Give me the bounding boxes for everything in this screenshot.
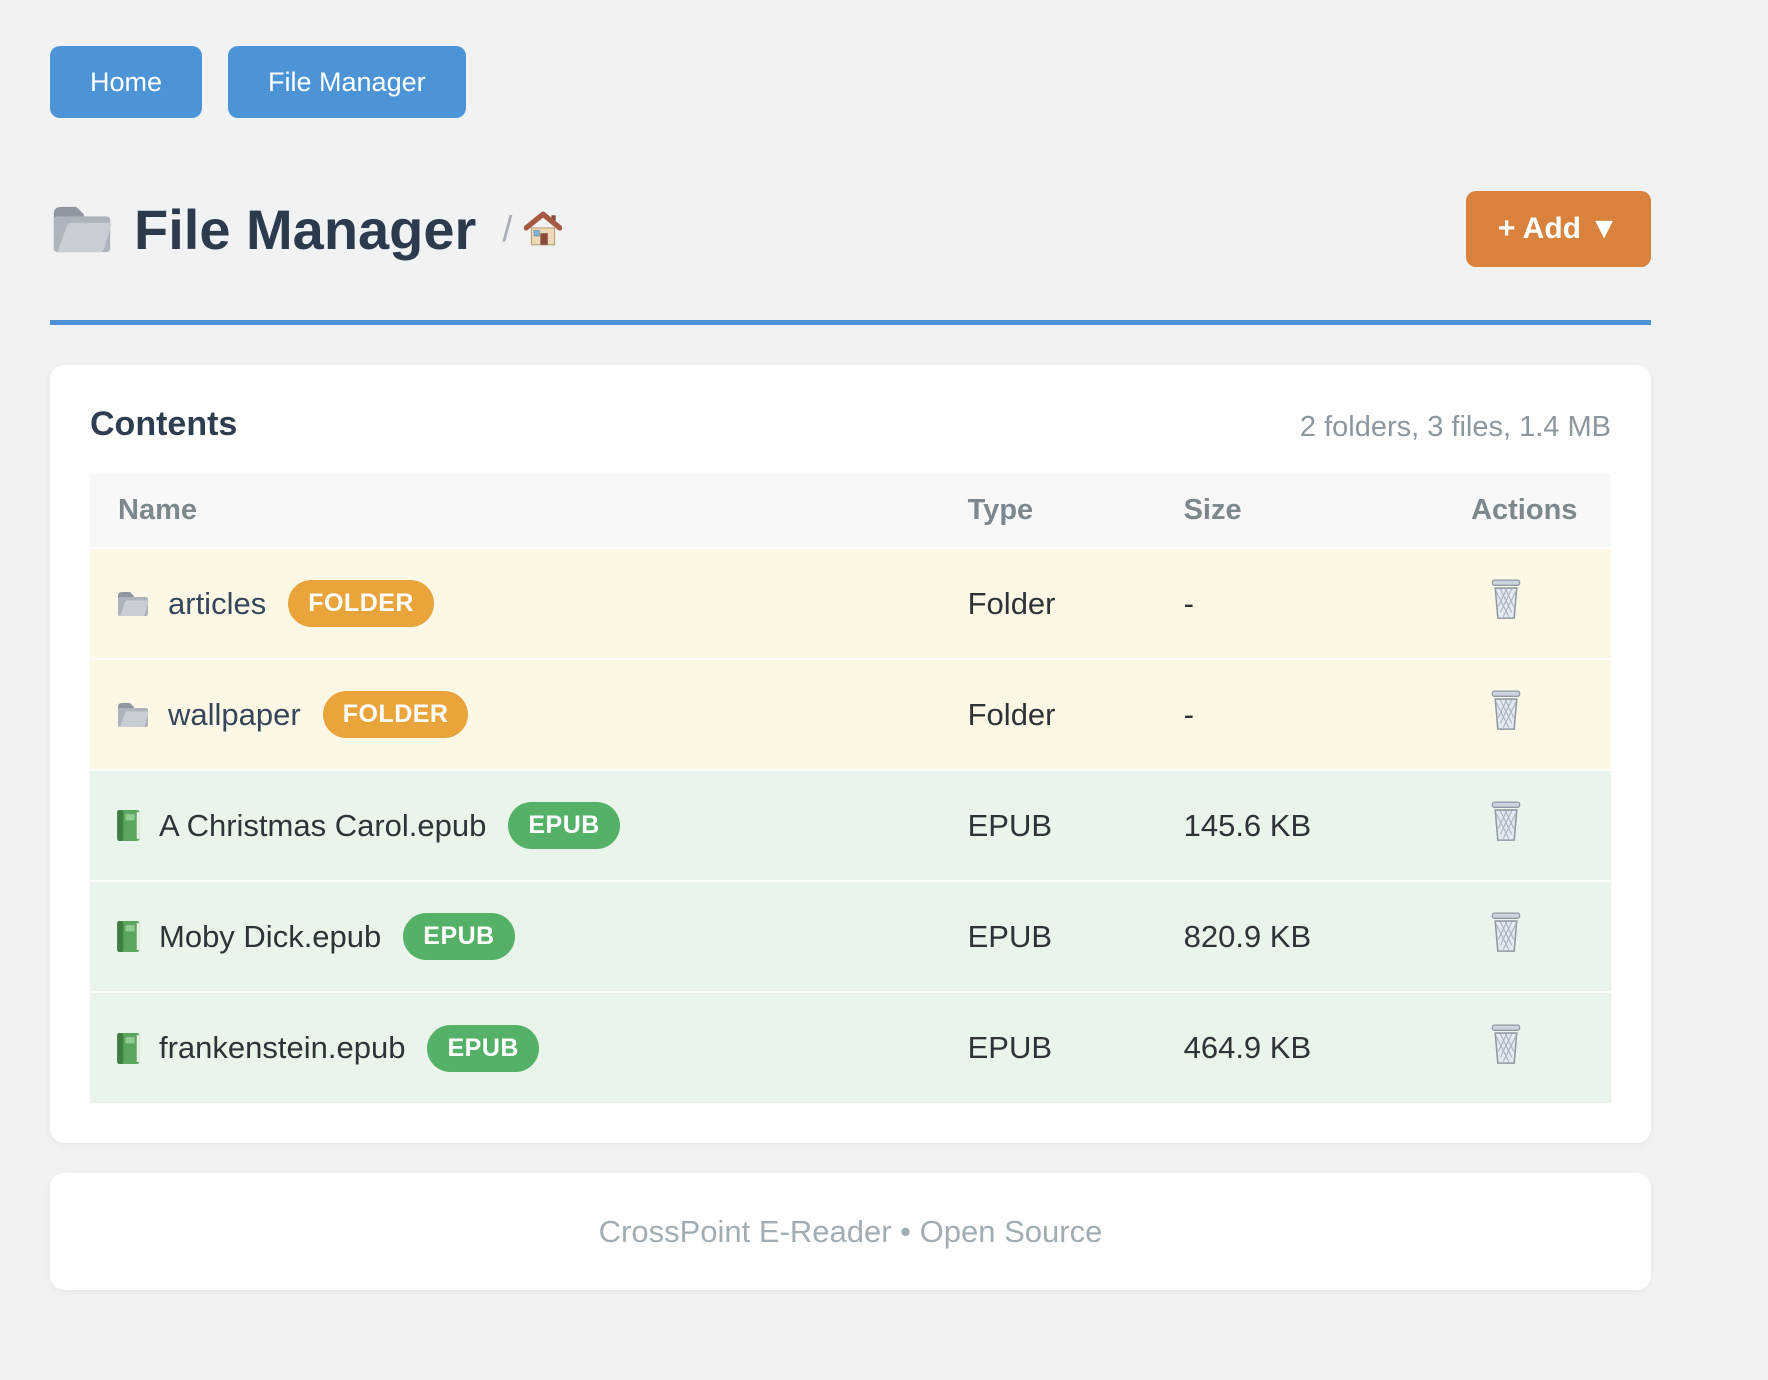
contents-summary: 2 folders, 3 files, 1.4 MB	[1299, 411, 1611, 443]
file-name-link[interactable]: frankenstein.epub	[159, 1030, 406, 1065]
column-header-actions: Actions	[1471, 474, 1611, 548]
page-container: Home File Manager File Manager / + Add ▼…	[50, 0, 1651, 1290]
delete-button[interactable]	[1487, 1023, 1525, 1066]
folder-icon	[116, 590, 150, 618]
column-header-name: Name	[90, 474, 968, 548]
actions-cell	[1471, 548, 1611, 659]
size-cell: -	[1183, 585, 1194, 621]
book-icon	[116, 920, 141, 953]
nav-file-manager-button[interactable]: File Manager	[228, 46, 466, 118]
folder-name-link[interactable]: articles	[168, 585, 267, 621]
contents-title: Contents	[90, 405, 238, 443]
files-table: Name Type Size Actions articles FOLDER Fol…	[90, 474, 1611, 1103]
type-cell: EPUB	[967, 807, 1053, 843]
book-icon	[116, 1032, 141, 1065]
type-badge: EPUB	[403, 913, 515, 960]
size-cell: 464.9 KB	[1183, 1030, 1312, 1065]
actions-cell	[1471, 770, 1611, 881]
type-badge: FOLDER	[288, 580, 434, 627]
delete-button[interactable]	[1487, 689, 1525, 732]
trash-icon	[1487, 911, 1525, 954]
trash-icon	[1487, 578, 1525, 621]
folder-icon	[50, 203, 114, 256]
trash-icon	[1487, 1023, 1525, 1066]
size-cell: 145.6 KB	[1183, 807, 1312, 843]
page-title-text: File Manager	[134, 197, 477, 261]
delete-button[interactable]	[1487, 800, 1525, 843]
footer-text: CrossPoint E-Reader • Open Source	[598, 1213, 1103, 1249]
folder-icon	[116, 701, 150, 729]
page-header: File Manager / + Add ▼	[50, 188, 1651, 270]
table-row: articles FOLDER Folder -	[90, 548, 1611, 659]
contents-card-header: Contents 2 folders, 3 files, 1.4 MB	[90, 405, 1611, 444]
delete-button[interactable]	[1487, 911, 1525, 954]
trash-icon	[1487, 800, 1525, 843]
size-cell: -	[1183, 696, 1194, 732]
contents-card: Contents 2 folders, 3 files, 1.4 MB Name…	[50, 365, 1651, 1143]
type-badge: EPUB	[508, 802, 620, 849]
table-row: wallpaper FOLDER Folder -	[90, 659, 1611, 770]
home-icon[interactable]	[524, 211, 563, 247]
type-cell: EPUB	[967, 918, 1053, 954]
size-cell: 820.9 KB	[1183, 918, 1312, 954]
type-cell: EPUB	[967, 1030, 1053, 1065]
nav-home-button[interactable]: Home	[50, 46, 203, 118]
delete-button[interactable]	[1487, 578, 1525, 621]
breadcrumb: /	[502, 208, 563, 250]
file-name-link[interactable]: Moby Dick.epub	[159, 918, 382, 954]
type-cell: Folder	[967, 696, 1056, 732]
table-row: Moby Dick.epub EPUB EPUB 820.9 KB	[90, 881, 1611, 992]
column-header-size: Size	[1183, 474, 1472, 548]
actions-cell	[1471, 992, 1611, 1103]
type-cell: Folder	[967, 585, 1056, 621]
book-icon	[116, 809, 141, 842]
column-header-type: Type	[967, 474, 1184, 548]
header-divider	[50, 320, 1651, 325]
page-title: File Manager	[50, 197, 476, 262]
type-badge: FOLDER	[322, 691, 469, 738]
actions-cell	[1471, 659, 1611, 770]
files-table-body: articles FOLDER Folder - wallpaper FOLDER Fol…	[90, 548, 1611, 1103]
folder-name-link[interactable]: wallpaper	[168, 696, 301, 732]
actions-cell	[1471, 881, 1611, 992]
breadcrumb-separator: /	[502, 208, 513, 249]
type-badge: EPUB	[427, 1024, 539, 1072]
table-row: A Christmas Carol.epub EPUB EPUB 145.6 KB	[90, 770, 1611, 881]
top-nav: Home File Manager	[50, 0, 1651, 118]
footer: CrossPoint E-Reader • Open Source	[50, 1173, 1651, 1290]
file-name-link[interactable]: A Christmas Carol.epub	[159, 807, 487, 843]
files-table-header: Name Type Size Actions	[90, 474, 1611, 548]
add-button[interactable]: + Add ▼	[1465, 191, 1651, 267]
table-row: frankenstein.epub EPUB EPUB 464.9 KB	[90, 992, 1611, 1103]
trash-icon	[1487, 689, 1525, 732]
